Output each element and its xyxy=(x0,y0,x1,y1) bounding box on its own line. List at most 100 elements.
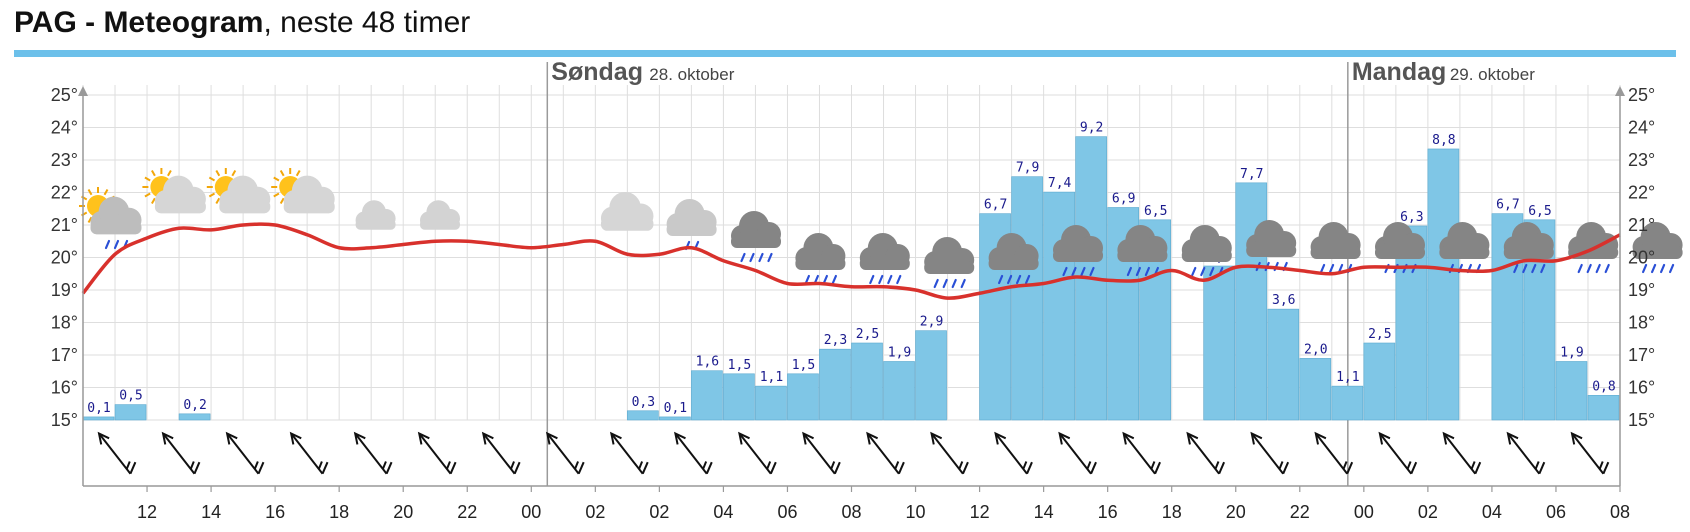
weather-icons xyxy=(79,168,1683,289)
precipitation-bar xyxy=(1363,342,1396,421)
rain-drop xyxy=(1522,263,1528,274)
cloud-base xyxy=(666,223,717,236)
x-tick-label: 12 xyxy=(970,502,990,522)
precipitation-label: 7,9 xyxy=(1016,161,1039,176)
wind-shaft xyxy=(867,433,900,475)
precipitation-bar xyxy=(691,370,723,421)
precipitation-label: 6,3 xyxy=(1400,210,1423,225)
rain-drop xyxy=(740,252,746,263)
sun-ray xyxy=(231,170,237,177)
rain-drop xyxy=(1015,274,1022,285)
day-headers: Søndag 28. oktober Mandag 29. oktober xyxy=(551,58,1535,86)
wind-barb xyxy=(833,461,841,475)
y-tick-label-right: 24° xyxy=(1628,118,1655,138)
x-tick-label: 14 xyxy=(201,502,221,522)
wind-barb xyxy=(1154,461,1161,475)
y-tick-label-left: 25° xyxy=(51,85,78,105)
wind-barb xyxy=(1218,461,1226,475)
rain-drop xyxy=(1209,266,1215,277)
precipitation-bar xyxy=(1427,148,1460,421)
rain-drop xyxy=(767,252,773,263)
cloud-shape xyxy=(1246,220,1297,257)
wind-head xyxy=(738,431,750,445)
y-tick-label-left: 20° xyxy=(51,248,78,268)
wind-barb xyxy=(705,461,713,475)
x-tick-label: 10 xyxy=(906,502,926,522)
day-name: Søndag xyxy=(551,58,643,86)
sun-ray xyxy=(208,192,216,198)
wind-barb xyxy=(894,461,900,470)
sun-ray xyxy=(87,189,93,196)
cloud-shape xyxy=(795,233,846,270)
wind-head xyxy=(225,431,238,445)
cloudy-night-icon xyxy=(347,193,396,230)
precipitation-label: 0,1 xyxy=(664,401,687,416)
x-tick-label: 18 xyxy=(1162,502,1182,522)
rain-drop xyxy=(1024,274,1031,285)
wind-arrow-icon xyxy=(1506,431,1546,475)
wind-arrow-icon xyxy=(545,431,585,475)
rain-drop xyxy=(1513,263,1519,274)
wind-barb xyxy=(449,461,457,475)
wind-barb xyxy=(1090,461,1097,475)
left-axis-arrow-icon xyxy=(78,86,88,96)
x-tick-label: 02 xyxy=(585,502,605,522)
wind-barb xyxy=(958,461,964,470)
y-tick-label-left: 15° xyxy=(51,410,78,430)
rain-icon xyxy=(1310,222,1361,274)
wind-barb xyxy=(766,461,772,470)
cloud-base xyxy=(219,200,271,214)
wind-shaft xyxy=(355,433,388,475)
cloud-shape xyxy=(1503,222,1554,259)
wind-shaft xyxy=(1251,433,1284,475)
x-tick-label: 00 xyxy=(521,502,541,522)
wind-barb xyxy=(1598,461,1604,470)
rain-icon xyxy=(1117,225,1168,277)
title-bold: PAG - Meteogram xyxy=(14,6,264,39)
wind-barb xyxy=(702,461,708,470)
cloud-base xyxy=(1568,246,1619,259)
rain-drop xyxy=(1586,263,1592,274)
wind-barb xyxy=(1474,461,1482,475)
wind-barb xyxy=(1150,461,1156,470)
precipitation-bar xyxy=(1587,395,1620,421)
rain-drop xyxy=(942,278,948,289)
precipitation-bar xyxy=(787,373,819,421)
cloud-base xyxy=(420,219,460,230)
wind-arrow-icon xyxy=(1314,431,1354,475)
x-tick-label: 16 xyxy=(265,502,285,522)
cloud-base xyxy=(1181,249,1232,262)
precipitation-label: 0,8 xyxy=(1592,379,1615,394)
wind-head xyxy=(1250,431,1263,445)
sun-ray xyxy=(144,176,151,182)
wind-barb xyxy=(513,461,521,475)
precipitation-label: 7,4 xyxy=(1048,176,1072,191)
wind-barb xyxy=(193,461,201,475)
cloud-shape xyxy=(1439,222,1490,259)
cloud-shape xyxy=(154,175,206,214)
wind-barb xyxy=(317,461,323,470)
rain-icon xyxy=(1246,220,1297,272)
wind-barb xyxy=(769,461,777,475)
y-tick-label-right: 16° xyxy=(1628,378,1655,398)
x-tick-label: 16 xyxy=(1098,502,1118,522)
precipitation-label: 3,6 xyxy=(1272,293,1295,308)
x-tick-label: 02 xyxy=(649,502,669,522)
rain-drop xyxy=(1668,263,1675,274)
wind-barb xyxy=(962,461,969,475)
wind-shaft xyxy=(1379,433,1413,475)
wind-head xyxy=(866,431,879,445)
wind-barb xyxy=(446,461,451,470)
cloud-shape xyxy=(420,200,460,230)
wind-arrow-icon xyxy=(1378,431,1418,475)
x-tick-label: 20 xyxy=(1226,502,1246,522)
wind-head xyxy=(1506,431,1519,445)
wind-shaft xyxy=(1187,433,1220,475)
cloud-base xyxy=(355,219,396,230)
precipitation-label: 1,6 xyxy=(696,355,719,370)
precipitation-bar xyxy=(1235,182,1268,421)
cloud-base xyxy=(154,200,206,214)
title-divider xyxy=(14,50,1676,57)
y-tick-label-right: 23° xyxy=(1628,150,1655,170)
